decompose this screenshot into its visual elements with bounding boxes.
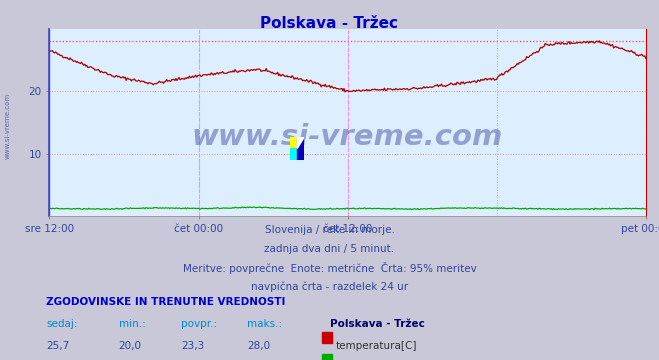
Text: 20,0: 20,0 <box>119 341 142 351</box>
Text: maks.:: maks.: <box>247 319 282 329</box>
Polygon shape <box>297 137 304 148</box>
Text: povpr.:: povpr.: <box>181 319 217 329</box>
Text: 28,0: 28,0 <box>247 341 270 351</box>
Text: Meritve: povprečne  Enote: metrične  Črta: 95% meritev: Meritve: povprečne Enote: metrične Črta:… <box>183 262 476 274</box>
Text: Slovenija / reke in morje.: Slovenija / reke in morje. <box>264 225 395 235</box>
Text: www.si-vreme.com: www.si-vreme.com <box>5 93 11 159</box>
Text: temperatura[C]: temperatura[C] <box>336 341 418 351</box>
Text: min.:: min.: <box>119 319 146 329</box>
Text: sedaj:: sedaj: <box>46 319 78 329</box>
Bar <box>290 137 297 148</box>
Text: www.si-vreme.com: www.si-vreme.com <box>192 123 503 151</box>
Text: 23,3: 23,3 <box>181 341 204 351</box>
Text: Polskava - Tržec: Polskava - Tržec <box>260 16 399 31</box>
Bar <box>290 148 297 160</box>
Text: 25,7: 25,7 <box>46 341 69 351</box>
Text: zadnja dva dni / 5 minut.: zadnja dva dni / 5 minut. <box>264 244 395 254</box>
Text: Polskava - Tržec: Polskava - Tržec <box>330 319 424 329</box>
Text: ZGODOVINSKE IN TRENUTNE VREDNOSTI: ZGODOVINSKE IN TRENUTNE VREDNOSTI <box>46 297 285 307</box>
Bar <box>297 137 304 160</box>
Text: navpična črta - razdelek 24 ur: navpična črta - razdelek 24 ur <box>251 281 408 292</box>
